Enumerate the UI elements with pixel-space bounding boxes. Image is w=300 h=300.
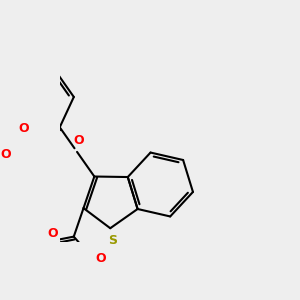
Text: O: O [95,251,106,265]
Text: S: S [108,234,117,248]
Text: O: O [0,148,11,161]
Text: O: O [73,134,84,148]
Text: O: O [18,122,29,135]
Text: O: O [47,226,58,240]
